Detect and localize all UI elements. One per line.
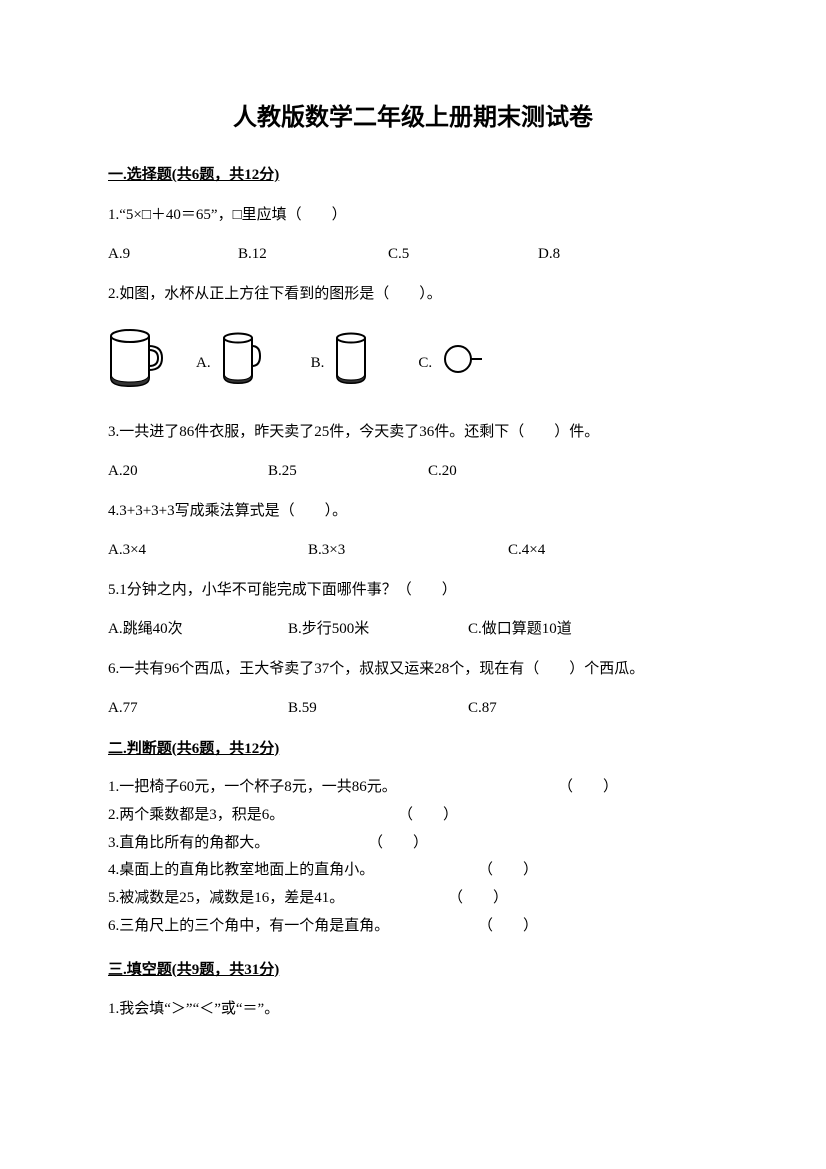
q1-text: 1.“5×□＋40＝65”，□里应填（ ）	[108, 201, 718, 230]
section-1-header: 一.选择题(共6题，共12分)	[108, 164, 718, 187]
q1-options: A.9 B.12 C.5 D.8	[108, 243, 718, 266]
judge-3-text: 3.直角比所有的角都大。	[108, 830, 269, 858]
q2-opt-a: A.	[196, 332, 261, 394]
q1-opt-c: C.5	[388, 243, 538, 266]
judge-list: 1.一把椅子60元，一个杯子8元，一共86元。 （ ） 2.两个乘数都是3，积是…	[108, 774, 718, 941]
q3-opt-a: A.20	[108, 460, 268, 483]
q3-opt-b: B.25	[268, 460, 428, 483]
judge-1-paren: （ ）	[558, 774, 618, 802]
judge-4: 4.桌面上的直角比教室地面上的直角小。 （ ）	[108, 857, 718, 885]
q2-opt-b-label: B.	[311, 352, 325, 375]
q4-opt-b: B.3×3	[308, 539, 508, 562]
q2-figure-row: A. B. C.	[108, 328, 718, 398]
q6-opt-a: A.77	[108, 697, 288, 720]
q3-text: 3.一共进了86件衣服，昨天卖了25件，今天卖了36件。还剩下（ ）件。	[108, 418, 718, 447]
q5-opt-a: A.跳绳40次	[108, 618, 288, 641]
q1-opt-d: D.8	[538, 243, 560, 266]
judge-1: 1.一把椅子60元，一个杯子8元，一共86元。 （ ）	[108, 774, 718, 802]
q2-opt-c: C.	[418, 343, 484, 383]
cup-side-b-icon	[334, 332, 368, 394]
q2-text: 2.如图，水杯从正上方往下看到的图形是（ ）。	[108, 280, 718, 309]
q5-opt-b: B.步行500米	[288, 618, 468, 641]
judge-6: 6.三角尺上的三个角中，有一个角是直角。 （ ）	[108, 913, 718, 941]
q6-opt-b: B.59	[288, 697, 468, 720]
judge-6-text: 6.三角尺上的三个角中，有一个角是直角。	[108, 913, 389, 941]
q1-opt-b: B.12	[238, 243, 388, 266]
cup-main-icon	[108, 328, 166, 398]
q5-opt-c: C.做口算题10道	[468, 618, 572, 641]
cup-side-a-icon	[221, 332, 261, 394]
q4-text: 4.3+3+3+3写成乘法算式是（ ）。	[108, 497, 718, 526]
judge-2-text: 2.两个乘数都是3，积是6。	[108, 802, 284, 830]
section-2-header: 二.判断题(共6题，共12分)	[108, 738, 718, 761]
q1-opt-a: A.9	[108, 243, 238, 266]
q6-options: A.77 B.59 C.87	[108, 697, 718, 720]
q2-opt-c-label: C.	[418, 352, 432, 375]
q2-opt-a-label: A.	[196, 352, 211, 375]
q3-opt-c: C.20	[428, 460, 457, 483]
judge-1-text: 1.一把椅子60元，一个杯子8元，一共86元。	[108, 774, 397, 802]
judge-3: 3.直角比所有的角都大。 （ ）	[108, 830, 718, 858]
judge-5-paren: （ ）	[448, 885, 508, 913]
judge-4-paren: （ ）	[478, 857, 538, 885]
q6-opt-c: C.87	[468, 697, 497, 720]
q4-opt-a: A.3×4	[108, 539, 308, 562]
q4-opt-c: C.4×4	[508, 539, 545, 562]
q5-text: 5.1分钟之内，小华不可能完成下面哪件事？（ ）	[108, 576, 718, 605]
judge-4-text: 4.桌面上的直角比教室地面上的直角小。	[108, 857, 374, 885]
q3-options: A.20 B.25 C.20	[108, 460, 718, 483]
cup-top-icon	[442, 343, 484, 383]
judge-5-text: 5.被减数是25，减数是16，差是41。	[108, 885, 344, 913]
page-title: 人教版数学二年级上册期末测试卷	[108, 100, 718, 136]
judge-6-paren: （ ）	[478, 913, 538, 941]
s3-q1-text: 1.我会填“＞”“＜”或“＝”。	[108, 995, 718, 1024]
judge-5: 5.被减数是25，减数是16，差是41。 （ ）	[108, 885, 718, 913]
q4-options: A.3×4 B.3×3 C.4×4	[108, 539, 718, 562]
judge-3-paren: （ ）	[368, 830, 428, 858]
q5-options: A.跳绳40次 B.步行500米 C.做口算题10道	[108, 618, 718, 641]
q6-text: 6.一共有96个西瓜，王大爷卖了37个，叔叔又运来28个，现在有（ ）个西瓜。	[108, 655, 718, 684]
q2-opt-b: B.	[311, 332, 369, 394]
judge-2: 2.两个乘数都是3，积是6。 （ ）	[108, 802, 718, 830]
judge-2-paren: （ ）	[398, 802, 458, 830]
section-3-header: 三.填空题(共9题，共31分)	[108, 959, 718, 982]
